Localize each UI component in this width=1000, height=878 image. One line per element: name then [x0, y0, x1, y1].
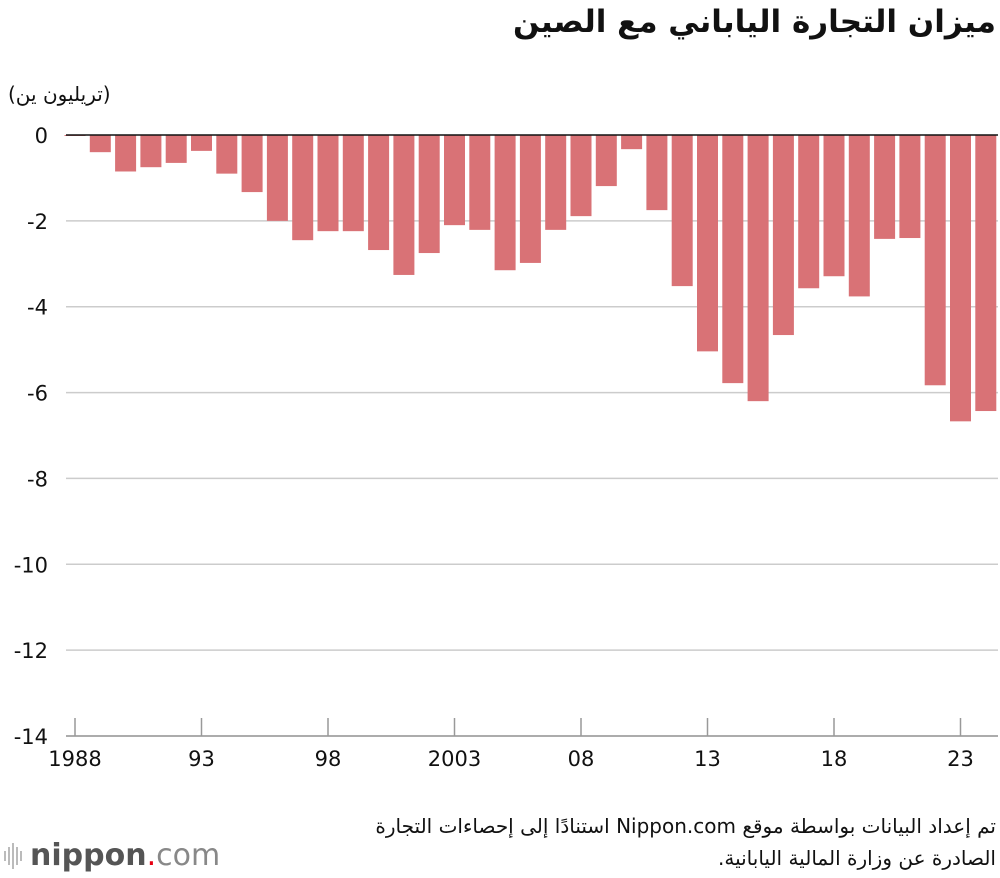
- source-note: تم إعداد البيانات بواسطة موقع Nippon.com…: [375, 810, 996, 874]
- x-tick-label: 18: [821, 747, 848, 771]
- nippon-logo: nippon.com: [4, 838, 220, 873]
- y-tick-label: -6: [27, 382, 48, 406]
- bar: [848, 135, 870, 297]
- bar: [772, 135, 794, 336]
- bar: [924, 135, 946, 386]
- y-tick-label: 0: [35, 124, 48, 148]
- source-line-1: تم إعداد البيانات بواسطة موقع Nippon.com…: [375, 814, 996, 838]
- x-tick-label: 93: [188, 747, 215, 771]
- bar: [89, 135, 111, 153]
- logo-bars-icon: [4, 842, 22, 869]
- bar: [671, 135, 693, 287]
- chart-title: ميزان التجارة الياباني مع الصين: [512, 4, 996, 40]
- bar: [292, 135, 314, 241]
- bar: [469, 135, 491, 230]
- bar: [697, 135, 718, 352]
- bar: [747, 135, 769, 402]
- bar: [393, 135, 415, 275]
- bar: [595, 135, 617, 187]
- y-tick-label: -8: [27, 467, 48, 491]
- y-tick-label: -4: [27, 296, 48, 320]
- bar: [342, 135, 364, 232]
- bar: [444, 135, 465, 226]
- bar: [216, 135, 238, 174]
- bar: [823, 135, 845, 277]
- y-axis-unit: (تريليون ين): [8, 82, 111, 106]
- logo-dot: .: [146, 838, 157, 873]
- bar: [368, 135, 390, 251]
- y-tick-label: -12: [14, 639, 48, 663]
- bar: [519, 135, 541, 263]
- bar: [874, 135, 896, 239]
- x-tick-label: 98: [315, 747, 342, 771]
- bar: [621, 135, 643, 150]
- x-tick-label: 1988: [48, 747, 101, 771]
- y-tick-label: -14: [14, 725, 48, 749]
- bar: [115, 135, 137, 172]
- bar: [570, 135, 592, 217]
- x-tick-label: 23: [947, 747, 974, 771]
- x-tick-label: 13: [694, 747, 721, 771]
- bar: [798, 135, 820, 289]
- bar: [140, 135, 162, 168]
- x-tick-label: 08: [568, 747, 595, 771]
- bar: [950, 135, 971, 422]
- bar: [975, 135, 997, 412]
- logo-suffix: com: [156, 838, 221, 873]
- logo-name: nippon: [30, 838, 147, 873]
- y-tick-label: -10: [14, 553, 48, 577]
- bar: [899, 135, 921, 239]
- x-tick-label: 2003: [428, 747, 481, 771]
- y-tick-label: -2: [27, 210, 48, 234]
- bar: [165, 135, 187, 163]
- bar: [191, 135, 212, 151]
- bar: [241, 135, 263, 193]
- bar: [418, 135, 440, 254]
- bar: [266, 135, 288, 221]
- bar: [545, 135, 567, 230]
- bar: [646, 135, 668, 211]
- bar: [317, 135, 339, 232]
- bar: [494, 135, 516, 271]
- bar: [722, 135, 744, 384]
- source-line-2: الصادرة عن وزارة المالية اليابانية.: [717, 846, 996, 870]
